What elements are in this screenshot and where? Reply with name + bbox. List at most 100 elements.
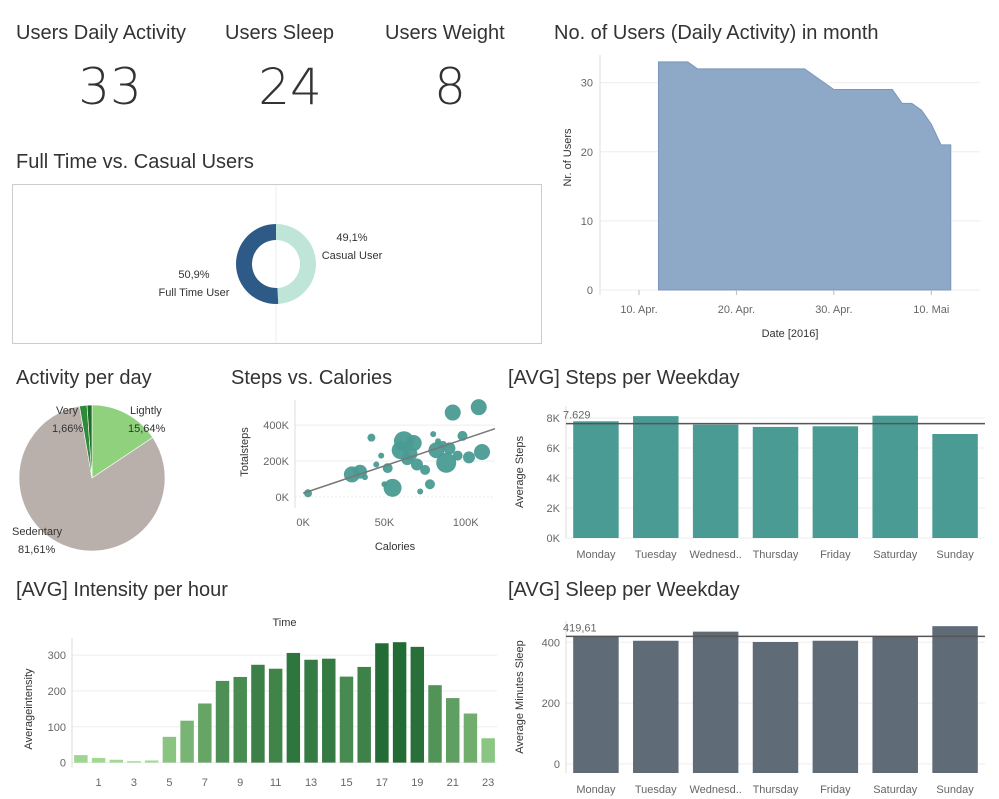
intensity-bar [109, 759, 123, 763]
sleep-weekday-title: [AVG] Sleep per Weekday [508, 579, 740, 601]
intensity-y-label: Averageintensity [23, 668, 35, 750]
intensity-x-tick: 7 [202, 777, 208, 789]
sleep-x-tick: Thursday [753, 784, 799, 796]
intensity-bar [144, 760, 159, 763]
full-time-casual-donut-chart: 49,1% Casual User 50,9% Full Time User [12, 184, 542, 344]
pie-slice-other [86, 404, 93, 479]
steps-y-label: Average Steps [514, 436, 526, 508]
users-month-x-tick: 10. Apr. [620, 304, 657, 316]
kpi-title-weight: Users Weight [385, 22, 505, 44]
intensity-bar [233, 676, 247, 763]
intensity-y-tick: 200 [48, 686, 66, 698]
users-month-x-label: Date [2016] [762, 328, 819, 340]
sleep-y-tick: 200 [542, 698, 560, 710]
sleep-bar [812, 640, 859, 773]
sleep-weekday-bar-chart: 0 200 400 Monday Tuesday Wednesd.. Thursday Fri… [514, 621, 985, 796]
steps-x-tick: Monday [576, 549, 616, 561]
steps-vs-calories-title: Steps vs. Calories [231, 367, 393, 389]
scatter-x-tick: 50K [375, 517, 395, 529]
intensity-bar [251, 664, 265, 763]
intensity-x-tick: 13 [305, 777, 317, 789]
intensity-bar [339, 676, 354, 763]
scatter-trend-line [302, 427, 496, 494]
sleep-x-tick: Saturday [873, 784, 918, 796]
scatter-point [417, 488, 424, 495]
sleep-x-tick: Tuesday [635, 784, 677, 796]
steps-y-tick: 2K [547, 503, 561, 515]
intensity-bar [481, 738, 495, 763]
sleep-bar [872, 636, 918, 773]
steps-reference-label: 7.629 [563, 410, 591, 422]
kpi-value-weight: 8 [434, 58, 466, 116]
steps-bar [932, 434, 978, 538]
intensity-x-tick: 9 [237, 777, 243, 789]
intensity-bar [127, 761, 141, 763]
intensity-bar [162, 736, 177, 763]
scatter-y-tick: 0K [276, 492, 290, 504]
steps-x-tick: Friday [820, 549, 851, 561]
intensity-x-tick: 5 [166, 777, 172, 789]
steps-weekday-title: [AVG] Steps per Weekday [508, 367, 740, 389]
users-month-title: No. of Users (Daily Activity) in month [554, 22, 879, 44]
scatter-point [383, 478, 402, 497]
steps-x-tick: Saturday [873, 549, 918, 561]
scatter-y-tick: 200K [263, 456, 289, 468]
users-month-y-tick: 10 [581, 216, 593, 228]
sleep-bar [692, 631, 739, 773]
sleep-reference-label: 419,61 [563, 622, 597, 634]
intensity-y-tick: 300 [48, 650, 66, 662]
steps-weekday-bar-chart: 0K 2K 4K 6K 8K Monday Tuesday Wednesd.. Thursday… [514, 406, 985, 561]
users-month-y-tick: 20 [581, 147, 593, 159]
sleep-y-tick: 400 [542, 637, 560, 649]
steps-bar [872, 415, 918, 538]
intensity-bar [428, 685, 442, 763]
pie-label-sedentary-name: Sedentary [12, 526, 63, 538]
kpi-value-daily-activity: 33 [78, 58, 142, 116]
donut-slice-casual [276, 224, 317, 304]
steps-x-tick: Thursday [753, 549, 799, 561]
sleep-x-tick: Monday [576, 784, 616, 796]
donut-frame [12, 184, 542, 344]
scatter-point [470, 399, 487, 416]
intensity-x-tick: 23 [482, 777, 494, 789]
steps-y-tick: 8K [547, 413, 561, 425]
steps-y-tick: 0K [547, 533, 561, 545]
intensity-bar [392, 642, 407, 763]
scatter-y-tick: 400K [263, 420, 289, 432]
scatter-point [436, 452, 457, 473]
intensity-x-tick: 1 [96, 777, 102, 789]
intensity-bar [286, 652, 301, 763]
scatter-y-label: Totalsteps [239, 427, 251, 477]
scatter-point [473, 444, 490, 460]
intensity-x-label: Time [272, 617, 296, 629]
steps-y-tick: 6K [547, 443, 561, 455]
steps-bar [752, 426, 799, 538]
kpi-value-sleep: 24 [258, 58, 322, 116]
scatter-point [462, 451, 475, 464]
steps-bar [573, 421, 619, 538]
donut-label-casual-name: Casual User [322, 250, 383, 262]
scatter-point [367, 433, 376, 442]
scatter-point [361, 474, 368, 481]
sleep-bar [932, 626, 978, 773]
sleep-x-tick: Sunday [936, 784, 974, 796]
intensity-bar [198, 703, 212, 763]
intensity-x-tick: 11 [270, 777, 281, 789]
scatter-point [420, 464, 431, 475]
intensity-bar [357, 666, 371, 763]
activity-per-day-pie-chart: Lightly 15,64% Very 1,66% Sedentary 81,61% [12, 404, 166, 556]
intensity-y-tick: 0 [60, 758, 66, 770]
intensity-bar [180, 720, 194, 763]
steps-vs-calories-scatter-chart: 0K 200K 400K 0K 50K 100K Calories Totalsteps [239, 399, 496, 553]
intensity-bar [375, 643, 389, 763]
intensity-x-tick: 15 [340, 777, 352, 789]
pie-label-lightly-pct: 15,64% [128, 423, 166, 435]
pie-label-lightly-name: Lightly [130, 405, 162, 417]
pie-label-sedentary-pct: 81,61% [18, 544, 56, 556]
users-month-x-tick: 10. Mai [913, 304, 949, 316]
steps-y-tick: 4K [547, 473, 561, 485]
scatter-point [430, 431, 437, 438]
steps-bar [692, 424, 739, 538]
pie-label-very-name: Very [56, 405, 79, 417]
